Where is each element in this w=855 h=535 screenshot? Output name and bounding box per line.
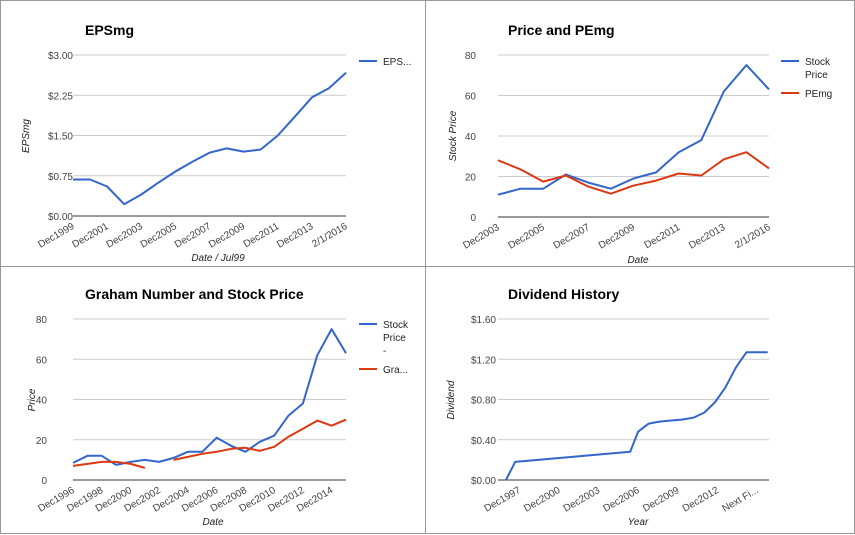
x-tick-label: Dec2007 <box>173 221 214 251</box>
y-tick-label: $1.50 <box>48 132 73 143</box>
x-tick-label: Dec2006 <box>601 485 642 515</box>
series-line-1 <box>497 64 770 196</box>
x-tick-label: Dec2012 <box>681 485 722 515</box>
x-tick-label: Dec2011 <box>643 222 683 251</box>
chart-title: Dividend History <box>508 286 619 302</box>
y-axis-title: Dividend <box>446 380 457 419</box>
y-tick-label: 60 <box>36 355 48 366</box>
y-tick-label: 20 <box>465 173 477 184</box>
x-tick-label: Dec2000 <box>522 485 563 515</box>
epsmg-chart-panel: EPSmg $0.00 $0.75 $1.50 $2.25 $3.00 Dec1999 De… <box>0 0 428 267</box>
x-tick-label: Dec2003 <box>562 485 603 515</box>
price-pemg-chart-panel: Price and PEmg 0 20 40 60 80 Dec2003 Dec2005 De… <box>425 0 855 267</box>
legend-label-line: Price <box>383 333 406 344</box>
x-tick-label: Dec1997 <box>482 485 523 515</box>
y-tick-label: 0 <box>41 476 47 487</box>
y-tick-label: $1.60 <box>471 315 496 326</box>
y-tick-label: $3.00 <box>48 51 73 62</box>
x-tick-label: Dec2013 <box>687 222 728 252</box>
legend-label-line: - <box>383 346 386 357</box>
chart-title: EPSmg <box>85 22 134 38</box>
series-line-2 <box>173 418 347 461</box>
y-tick-label: 60 <box>465 92 477 103</box>
x-tick-label: Dec2009 <box>207 221 248 251</box>
y-tick-label: $2.25 <box>48 91 73 102</box>
y-axis-title: Stock Price <box>448 110 459 161</box>
series-line-1 <box>72 328 347 466</box>
y-tick-label: 40 <box>36 396 48 407</box>
x-tick-label: Dec1999 <box>36 221 77 251</box>
x-tick-label: Next Fi... <box>720 485 760 515</box>
series-line-2 <box>497 151 770 195</box>
graham-number-chart: Graham Number and Stock Price 0 20 40 60 80 D… <box>27 286 409 528</box>
x-tick-label: Dec2009 <box>597 222 638 252</box>
epsmg-chart: EPSmg $0.00$0.75$1.50$2.25$3.00Dec1999De… <box>21 22 411 264</box>
y-axis-title: EPSmg <box>21 119 32 153</box>
x-axis-title: Date / Jul99 <box>191 253 245 264</box>
legend-label: PEmg <box>805 89 832 100</box>
x-axis-title: Year <box>628 517 649 528</box>
x-tick-label: Dec2005 <box>506 222 547 252</box>
y-tick-label: $0.40 <box>471 436 496 447</box>
series-line-2 <box>72 460 146 469</box>
x-axis-title: Date <box>627 255 649 266</box>
series-line-1 <box>505 351 768 481</box>
chart-title: Price and PEmg <box>508 22 615 38</box>
legend-label-line: Stock <box>805 57 831 68</box>
y-axis-title: Price <box>27 388 38 411</box>
chart-title: Graham Number and Stock Price <box>85 286 304 302</box>
y-tick-label: $0.00 <box>471 476 496 487</box>
series-line-1 <box>73 71 347 206</box>
y-tick-label: $0.75 <box>48 172 73 183</box>
x-tick-label: Dec2013 <box>275 221 316 251</box>
y-tick-label: $0.80 <box>471 396 496 407</box>
legend-label: Stock Price - <box>383 320 409 357</box>
y-tick-label: $0.00 <box>48 212 73 223</box>
x-tick-label: Dec2007 <box>552 222 593 252</box>
legend-label-line: Stock <box>383 320 409 331</box>
legend-label-line: Price <box>805 70 828 81</box>
x-tick-label: Dec2011 <box>242 221 282 250</box>
graham-number-chart-panel: Graham Number and Stock Price 0 20 40 60 80 D… <box>0 266 428 534</box>
y-tick-label: 20 <box>36 436 48 447</box>
dividend-history-chart: Dividend History $0.00 $0.40 $0.80 $1.20 $1.… <box>446 286 769 528</box>
legend-label: Gra... <box>383 365 408 376</box>
dividend-history-chart-panel: Dividend History $0.00 $0.40 $0.80 $1.20 $1.… <box>425 266 855 534</box>
x-tick-label: Dec2005 <box>139 221 180 251</box>
x-tick-label: Dec2003 <box>105 221 146 251</box>
y-tick-label: 80 <box>465 51 477 62</box>
x-tick-label: 2/1/2016 <box>733 222 773 251</box>
x-tick-label: Dec2001 <box>70 221 111 251</box>
x-tick-label: 2/1/2016 <box>310 221 350 250</box>
y-tick-label: $1.20 <box>471 355 496 366</box>
x-axis-title: Date <box>202 517 224 528</box>
legend-label: EPS... <box>383 57 411 68</box>
y-tick-label: 80 <box>36 315 48 326</box>
x-tick-label: Dec2003 <box>461 222 502 252</box>
y-tick-label: 40 <box>465 132 477 143</box>
legend-label: Stock Price <box>805 57 831 81</box>
x-tick-label: Dec2009 <box>641 485 682 515</box>
y-tick-label: 0 <box>470 213 476 224</box>
